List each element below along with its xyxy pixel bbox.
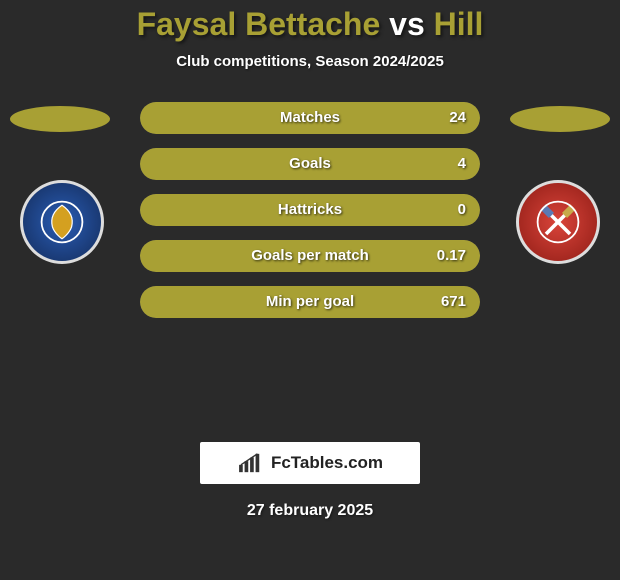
stat-value: 4 <box>458 148 466 180</box>
stat-label: Goals per match <box>140 240 480 272</box>
stat-label: Hattricks <box>140 194 480 226</box>
stat-label: Matches <box>140 102 480 134</box>
comparison-card: Faysal Bettache vs Hill Club competition… <box>0 0 620 520</box>
club-crest-right <box>516 180 600 264</box>
phoenix-icon <box>38 198 86 246</box>
brand-text: FcTables.com <box>271 453 383 473</box>
stat-value: 671 <box>441 286 466 318</box>
stat-value: 24 <box>449 102 466 134</box>
stat-value: 0.17 <box>437 240 466 272</box>
stat-bar: Hattricks0 <box>140 194 480 226</box>
club-crest-left <box>20 180 104 264</box>
stat-value: 0 <box>458 194 466 226</box>
brand-badge: FcTables.com <box>200 442 420 484</box>
player1-name: Faysal Bettache <box>137 6 381 42</box>
vs-text: vs <box>389 6 425 42</box>
chart-icon <box>237 452 265 474</box>
stat-bar: Matches24 <box>140 102 480 134</box>
hammers-icon <box>534 198 582 246</box>
stats-section: Matches24 Goals4 Hattricks0 Goals per match… <box>0 102 620 442</box>
stat-bars: Matches24 Goals4 Hattricks0 Goals per match… <box>140 102 480 332</box>
stat-label: Goals <box>140 148 480 180</box>
player2-oval <box>510 106 610 132</box>
player2-name: Hill <box>434 6 484 42</box>
stat-bar: Goals4 <box>140 148 480 180</box>
date-text: 27 february 2025 <box>0 502 620 520</box>
stat-bar: Goals per match0.17 <box>140 240 480 272</box>
player1-oval <box>10 106 110 132</box>
page-title: Faysal Bettache vs Hill <box>0 6 620 43</box>
subtitle: Club competitions, Season 2024/2025 <box>0 53 620 70</box>
stat-label: Min per goal <box>140 286 480 318</box>
stat-bar: Min per goal671 <box>140 286 480 318</box>
